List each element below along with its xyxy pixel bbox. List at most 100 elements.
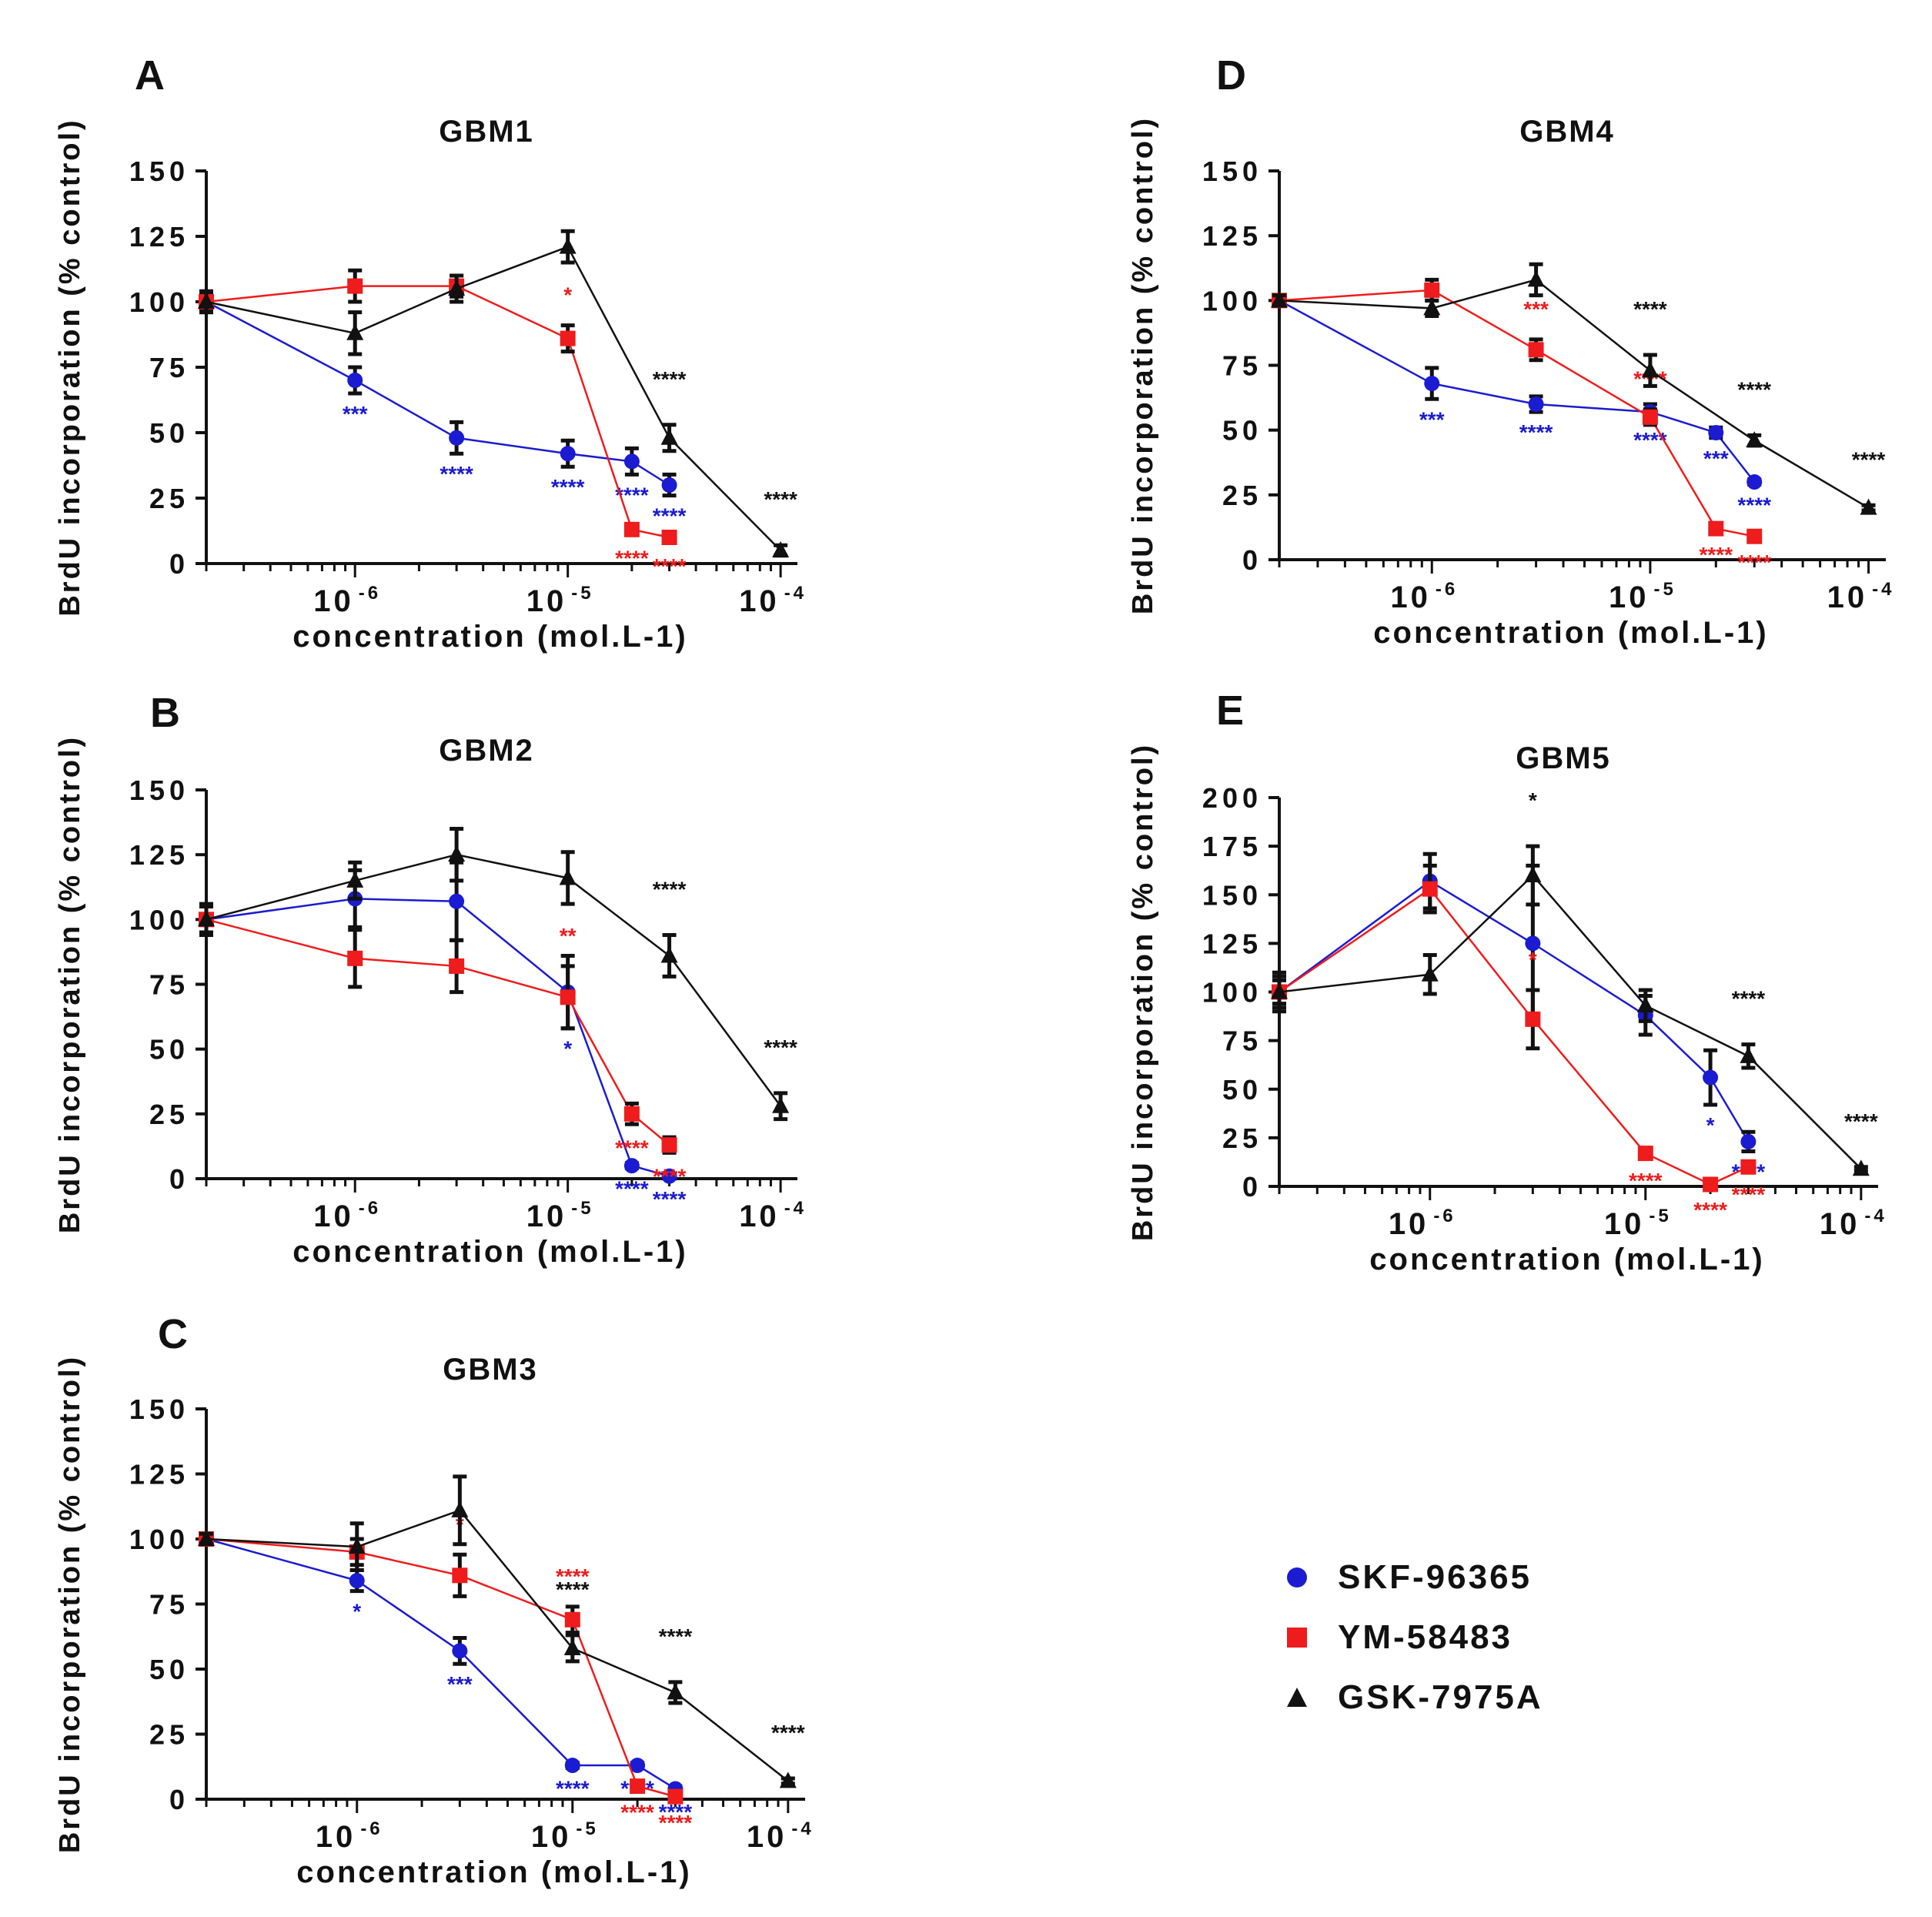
data-point-gsk xyxy=(660,946,678,963)
data-point-skf xyxy=(449,430,465,446)
legend-label-ym: YM-58483 xyxy=(1338,1618,1513,1656)
legend-marker-ym xyxy=(1278,1626,1316,1649)
series-ym: ************* xyxy=(199,1512,692,1835)
y-tick-label: 150 xyxy=(1202,879,1262,911)
x-tick-base: 10 xyxy=(1609,580,1650,614)
data-point-skf xyxy=(449,893,465,909)
significance-label: **** xyxy=(1737,550,1771,574)
chart-title: GBM2 xyxy=(439,734,534,768)
data-point-gsk xyxy=(1860,498,1877,515)
legend-label-gsk: GSK-7975A xyxy=(1338,1678,1543,1716)
y-tick-label: 125 xyxy=(1202,928,1262,959)
x-tick-base: 10 xyxy=(739,1199,780,1233)
series-line-ym xyxy=(1279,289,1755,537)
data-point-gsk xyxy=(198,1530,215,1546)
data-point-ym xyxy=(1708,520,1724,537)
significance-label: **** xyxy=(1699,543,1733,567)
significance-label: **** xyxy=(1732,987,1766,1011)
significance-label: **** xyxy=(659,1624,693,1648)
significance-label: **** xyxy=(1737,377,1771,401)
data-point-ym xyxy=(452,1567,468,1584)
series-line-gsk xyxy=(1279,279,1870,509)
series-line-skf xyxy=(206,300,670,487)
y-tick-label: 100 xyxy=(1202,977,1262,1009)
x-tick-label: 10 -6 xyxy=(1390,579,1458,614)
series-skf: ***** xyxy=(1272,851,1765,1184)
y-tick-label: 0 xyxy=(1242,1171,1262,1203)
series-line-gsk xyxy=(206,853,782,1107)
y-tick-label: 25 xyxy=(149,1719,189,1751)
data-point-gsk xyxy=(1271,291,1288,308)
data-point-gsk xyxy=(1527,270,1545,287)
chart-title: GBM5 xyxy=(1516,741,1611,775)
legend-item-ym: YM-58483 xyxy=(1278,1608,1543,1668)
data-point-gsk xyxy=(348,1537,366,1554)
significance-label: **** xyxy=(551,475,585,499)
significance-label: * xyxy=(353,1600,361,1624)
significance-label: ** xyxy=(560,924,577,948)
data-point-skf xyxy=(560,446,576,462)
y-tick-label: 125 xyxy=(129,1459,189,1490)
data-point-gsk xyxy=(1852,1159,1870,1176)
significance-label: **** xyxy=(1852,447,1886,471)
x-tick-label: 10 -6 xyxy=(313,583,381,618)
significance-label: **** xyxy=(1844,1109,1878,1133)
series-line-skf xyxy=(206,898,670,1177)
data-point-gsk xyxy=(1641,361,1659,378)
significance-label: **** xyxy=(771,1721,805,1745)
x-tick-exponent: -4 xyxy=(1864,1206,1887,1226)
x-tick-exponent: -6 xyxy=(1436,579,1458,600)
x-axis-label: concentration (mol.L-1) xyxy=(292,620,687,654)
series-ym: *************** xyxy=(1272,277,1771,574)
data-point-gsk xyxy=(198,293,215,309)
series-skf: ***** **** xyxy=(199,860,686,1211)
y-tick-label: 100 xyxy=(129,904,189,935)
series-ym: ************* xyxy=(1272,863,1766,1222)
data-point-gsk xyxy=(1746,431,1763,448)
series-gsk: ************ xyxy=(198,1474,805,1788)
data-point-gsk xyxy=(448,279,466,296)
x-tick-base: 10 xyxy=(1827,580,1868,614)
significance-label: **** xyxy=(653,878,687,902)
significance-label: * xyxy=(1529,788,1537,812)
x-tick-base: 10 xyxy=(316,1820,356,1854)
series-skf: ******* *********** xyxy=(1272,293,1771,517)
x-tick-label: 10 -5 xyxy=(526,583,594,618)
significance-label: **** xyxy=(1633,297,1667,321)
significance-label: **** xyxy=(1732,1183,1766,1206)
significance-label: **** xyxy=(556,1564,590,1588)
series-gsk: ******** xyxy=(198,229,797,558)
series-line-skf xyxy=(206,1537,677,1790)
series-ym: ********** xyxy=(199,902,686,1188)
x-tick-label: 10 -4 xyxy=(1820,1206,1887,1241)
y-tick-label: 75 xyxy=(149,969,189,1001)
x-tick-exponent: -4 xyxy=(784,1198,807,1219)
x-tick-exponent: -4 xyxy=(1872,579,1894,600)
data-point-skf xyxy=(1424,376,1440,392)
y-tick-label: 50 xyxy=(1222,415,1262,447)
y-tick-label: 125 xyxy=(1202,220,1262,252)
x-tick-exponent: -5 xyxy=(571,1198,593,1219)
significance-label: *** xyxy=(1523,297,1549,321)
x-axis-label: concentration (mol.L-1) xyxy=(292,1235,687,1269)
data-point-ym xyxy=(667,1788,684,1805)
x-tick-exponent: -4 xyxy=(784,583,807,604)
x-tick-exponent: -5 xyxy=(1653,579,1676,600)
data-point-ym xyxy=(347,278,363,294)
significance-label: **** xyxy=(615,1177,649,1201)
series-line-ym xyxy=(206,285,670,539)
y-tick-label: 75 xyxy=(1222,350,1262,382)
significance-label: *** xyxy=(447,1672,473,1696)
x-tick-base: 10 xyxy=(1604,1207,1645,1241)
chart-title: GBM3 xyxy=(443,1353,538,1387)
data-point-skf xyxy=(1708,425,1724,441)
x-tick-label: 10 -4 xyxy=(739,583,807,618)
data-point-ym xyxy=(661,530,677,545)
legend: SKF-96365 YM-58483 GSK-7975A xyxy=(1278,1547,1543,1728)
x-tick-base: 10 xyxy=(1820,1207,1860,1241)
series-line-ym xyxy=(206,918,670,1146)
